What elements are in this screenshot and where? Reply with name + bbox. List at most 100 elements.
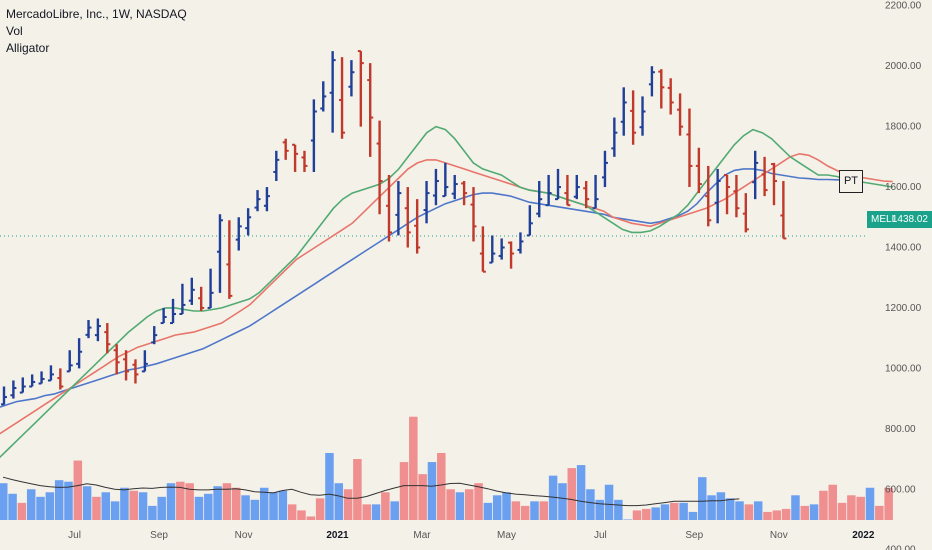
last-price-tag: MELI 1438.02 [867,211,932,228]
ohlc-bar [601,150,608,188]
volume-bar [548,475,558,520]
pt-button[interactable]: PT [839,170,863,193]
x-tick-label: May [497,530,516,541]
volume-bar [278,490,288,520]
volume-bar [511,501,521,520]
volume-bar [166,483,176,520]
ohlc-bar [235,217,242,251]
legend-alligator[interactable]: Alligator [6,41,50,55]
volume-bar [241,495,250,520]
ohlc-bar [104,323,111,354]
y-tick-label: 800.00 [885,424,916,435]
ohlc-bar [770,162,777,206]
ohlc-bar [245,208,252,236]
legend-vol[interactable]: Vol [6,24,23,38]
y-tick-label: 1600.00 [885,182,922,193]
volume-bar [558,483,567,520]
ohlc-bar [620,87,627,136]
ohlc-bar [479,226,486,273]
volume-bar [884,487,893,520]
volume-bar [642,508,651,520]
volume-bar [73,460,83,520]
volume-bar [660,504,670,520]
volume-bar [26,489,36,520]
volume-bar [530,501,539,520]
x-tick-label: Nov [770,530,788,541]
volume-bar [353,459,362,520]
y-axis: 400.00 600.00 800.00 1000.00 1200.00 1400.00 1… [885,1,922,550]
ohlc-bar [170,298,177,325]
volume-bar [101,492,111,520]
volume-bar [17,502,27,520]
volume-bar [567,468,577,520]
ohlc-bar [273,150,280,182]
ohlc-bar [216,214,223,293]
ohlc-bar [113,344,120,375]
volume-bar [819,490,828,520]
ohlc-bar [517,232,524,254]
volume-bar [194,496,204,520]
volume-bar [297,510,306,520]
ohlc-bar [414,199,421,254]
volume-bar [213,486,222,520]
volume-bar [725,498,735,520]
volume-bar [716,492,726,520]
volume-bar [418,474,427,520]
ohlc-bar [564,174,571,207]
ohlc-bar [226,220,233,299]
volume-bar [110,501,120,520]
volume-bar [828,484,837,520]
volume-bar [744,504,754,520]
volume-bar [679,502,688,520]
volume-bar [465,489,474,520]
alligator-lips-line [0,125,893,459]
volume-bar [455,492,465,520]
ohlc-bar [123,350,130,381]
y-tick-label: 1800.00 [885,122,922,133]
volume-bar [753,501,763,520]
volume-bar [204,493,213,520]
volume-bar [502,492,511,520]
ohlc-bar [611,117,618,157]
volume-bar [138,492,148,520]
x-axis: Jul Sep Nov 2021 Mar May Jul Sep Nov 2022 [68,530,875,541]
ohlc-bar [592,174,599,210]
volume-bar [232,487,241,520]
volume-bar [343,489,353,520]
ohlc-bar [263,187,270,212]
ohlc-bar [160,307,167,325]
volume-bar [856,496,865,520]
x-tick-label: Jul [68,530,81,541]
volume-bar [157,496,166,520]
ohlc-bar [761,156,768,197]
ohlc-bar [451,174,458,200]
volume-bar [847,495,856,520]
ohlc-bar [470,187,477,242]
volume-bar [586,489,595,520]
ohlc-bar [686,108,693,188]
ohlc-bar [329,51,336,133]
ohlc-bar [198,286,205,311]
ohlc-bar [639,96,646,136]
volume-bar [390,501,399,520]
volume-bar [222,483,232,520]
volume-bar [259,487,269,520]
ohlc-bar [667,78,674,115]
volume-bar [623,519,632,520]
x-tick-label: Nov [235,530,253,541]
volume-bar [474,483,483,520]
ohlc-bar [583,181,590,209]
volume-bar [632,510,642,520]
x-tick-label: Mar [413,530,431,541]
volume-bar [539,501,549,520]
ohlc-bar [545,174,552,207]
ohlc-bar [498,238,505,260]
ohlc-bar [320,81,327,112]
volume-bar [0,483,8,520]
volume-bar [185,483,194,520]
volume-bar [250,499,260,520]
y-tick-label: 600.00 [885,484,916,495]
volume-bar [92,496,101,520]
volume-bar [483,502,493,520]
volume-bar [120,487,129,520]
